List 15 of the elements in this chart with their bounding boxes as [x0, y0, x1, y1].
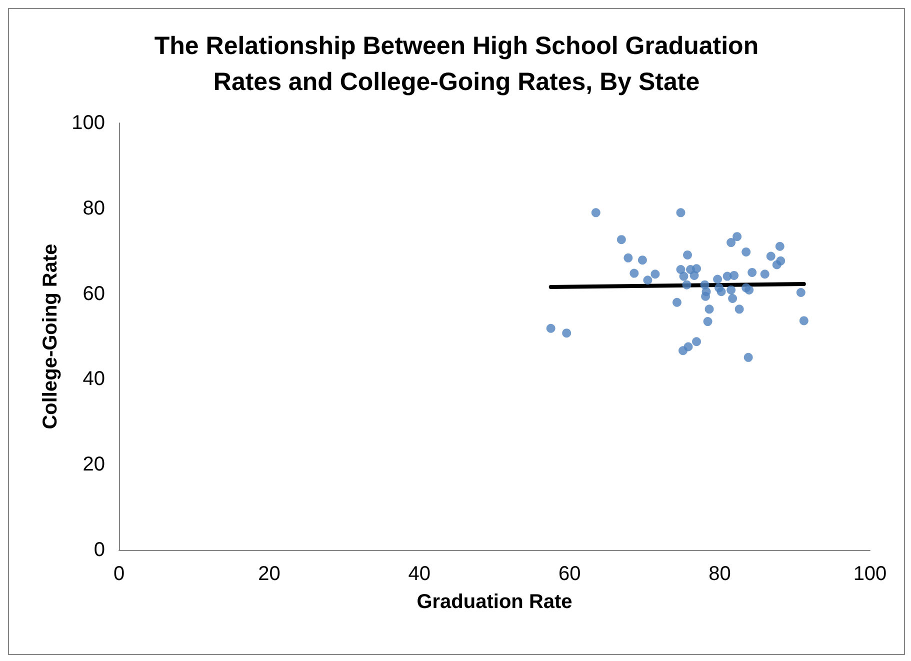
y-tick-label: 80 [82, 197, 105, 220]
y-tick-label: 60 [82, 282, 105, 305]
chart-title: The Relationship Between High School Graduation Rates and College-Going Rates, By State [154, 32, 759, 96]
x-axis-title: Graduation Rate [416, 591, 572, 613]
x-tick-label: 40 [408, 563, 431, 585]
y-tick-label: 20 [82, 454, 105, 476]
y-tick-label: 100 [72, 112, 105, 134]
x-tick-label: 0 [113, 563, 125, 585]
x-tick-label: 20 [258, 563, 280, 585]
y-tick-label: 0 [94, 539, 105, 561]
x-tick-label: 100 [853, 563, 887, 585]
x-tick-label: 60 [558, 563, 581, 585]
y-tick-label: 40 [82, 368, 105, 390]
y-axis-title: College-Going Rate [40, 244, 62, 430]
x-tick-label: 80 [708, 563, 731, 585]
